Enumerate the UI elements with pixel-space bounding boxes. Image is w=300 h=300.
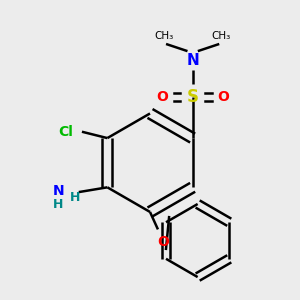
Text: O: O	[217, 90, 229, 104]
Text: N: N	[52, 184, 64, 197]
Text: O: O	[157, 90, 168, 104]
Text: O: O	[157, 235, 169, 249]
Text: CH₃: CH₃	[212, 32, 231, 41]
Text: N: N	[186, 53, 199, 68]
Text: CH₃: CH₃	[154, 32, 174, 41]
Text: Cl: Cl	[58, 125, 74, 139]
Text: H: H	[53, 198, 63, 211]
Text: S: S	[187, 88, 199, 106]
Text: H: H	[70, 191, 80, 204]
